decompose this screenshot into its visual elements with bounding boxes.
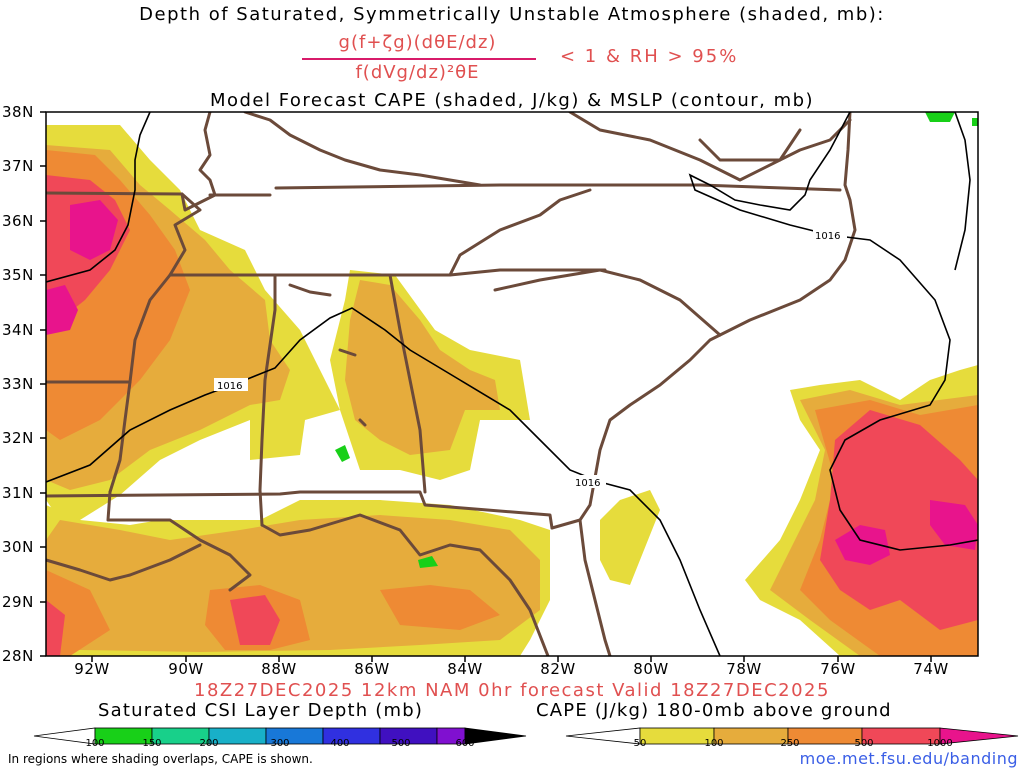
formula-denominator: f(dVg/dz)²θE — [355, 62, 480, 83]
isobars — [46, 112, 978, 656]
longitude-label: 86W — [354, 660, 390, 678]
cape-region-florida-coast — [600, 490, 660, 585]
cape-tick-label: 50 — [633, 738, 647, 749]
latitude-label: 32N — [2, 429, 34, 447]
csi-tick-label: 150 — [142, 738, 162, 749]
longitude-label: 84W — [447, 660, 483, 678]
cape-shading — [46, 125, 978, 656]
latitude-label: 35N — [2, 266, 34, 284]
source-url-link[interactable]: moe.met.fsu.edu/banding — [799, 749, 1018, 768]
latitude-label: 29N — [2, 593, 34, 611]
cape-tick-label: 500 — [854, 738, 874, 749]
latitude-ticks — [40, 111, 46, 657]
isobar-labels: 1016 1016 1016 — [214, 228, 847, 489]
longitude-label: 78W — [726, 660, 762, 678]
csi-colorbar — [33, 727, 527, 745]
political-borders — [46, 112, 857, 656]
cape-tick-label: 100 — [704, 738, 724, 749]
csi-colorbar-title: Saturated CSI Layer Depth (mb) — [98, 700, 424, 721]
isobar-label: 1016 — [217, 381, 242, 392]
title-line-1: Depth of Saturated, Symmetrically Unstab… — [139, 4, 885, 25]
longitude-label: 80W — [633, 660, 669, 678]
csi-tick-label: 300 — [270, 738, 290, 749]
cape-tick-label: 1000 — [927, 738, 953, 749]
latitude-label: 36N — [2, 212, 34, 230]
longitude-label: 82W — [540, 660, 576, 678]
longitude-label: 90W — [168, 660, 204, 678]
csi-tick-label: 400 — [330, 738, 350, 749]
map-area: 1016 1016 1016 — [46, 112, 978, 656]
csi-shading — [335, 112, 978, 568]
longitude-ticks — [91, 656, 932, 662]
csi-tick-label: 600 — [455, 738, 475, 749]
longitude-label: 92W — [74, 660, 110, 678]
isobar-label: 1016 — [815, 231, 840, 242]
csi-tick-label: 500 — [391, 738, 411, 749]
formula-fraction-bar — [302, 58, 536, 60]
longitude-label: 74W — [913, 660, 949, 678]
latitude-label: 37N — [2, 157, 34, 175]
overlap-note: In regions where shading overlaps, CAPE … — [8, 752, 313, 766]
latitude-label: 28N — [2, 647, 34, 665]
cape-colorbar-title: CAPE (J/kg) 180-0mb above ground — [536, 700, 892, 721]
latitude-label: 33N — [2, 375, 34, 393]
longitude-label: 88W — [261, 660, 297, 678]
formula-numerator: g(f+ζg)(dθE/dz) — [338, 32, 497, 53]
title-line-3: Model Forecast CAPE (shaded, J/kg) & MSL… — [209, 90, 815, 111]
valid-time-line: 18Z27DEC2025 12km NAM 0hr forecast Valid… — [194, 680, 830, 701]
cape-colorbar — [565, 727, 1019, 745]
latitude-label: 34N — [2, 321, 34, 339]
formula-condition: < 1 & RH > 95% — [560, 46, 739, 67]
latitude-label: 31N — [2, 484, 34, 502]
cape-tick-label: 250 — [780, 738, 800, 749]
longitude-label: 76W — [820, 660, 856, 678]
latitude-label: 38N — [2, 103, 34, 121]
csi-tick-label: 200 — [199, 738, 219, 749]
isobar-label: 1016 — [575, 478, 600, 489]
latitude-label: 30N — [2, 538, 34, 556]
csi-tick-label: 100 — [85, 738, 105, 749]
